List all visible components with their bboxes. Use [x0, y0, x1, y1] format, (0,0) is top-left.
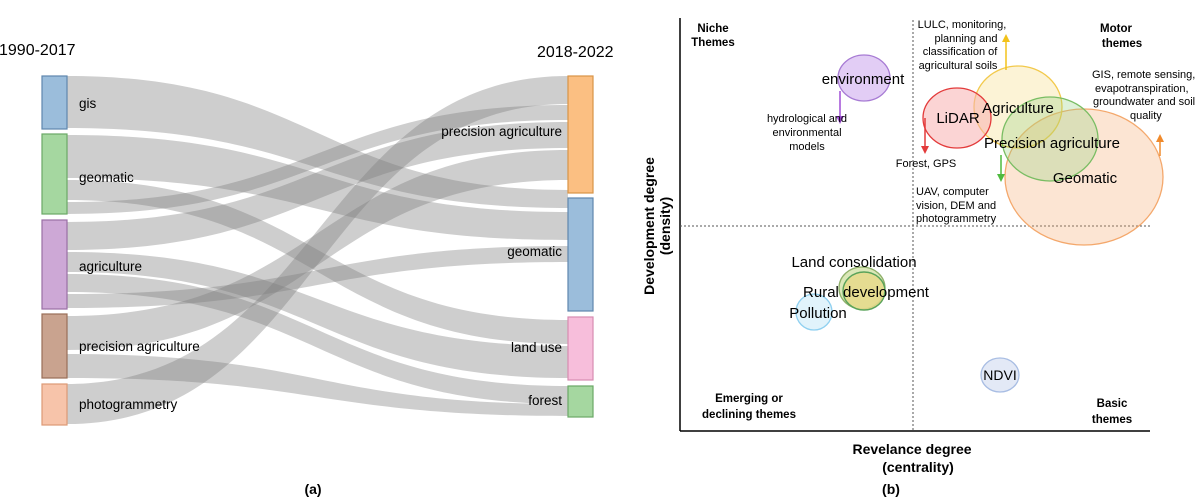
- left-label-geomatic: geomatic: [79, 170, 134, 185]
- annotation-agri-4: agricultural soils: [919, 60, 998, 72]
- theme-label-agriculture: Agriculture: [982, 100, 1054, 117]
- flow-agriculture-forest: [67, 274, 568, 404]
- left-node-precision-agriculture: [41, 313, 68, 379]
- x-axis-label-2: (centrality): [882, 459, 954, 475]
- bubble-lidar: [922, 87, 992, 149]
- x-axis-label-1: Revelance degree: [852, 441, 971, 457]
- left-label-precision-agriculture: precision agriculture: [79, 339, 200, 354]
- flow-agriculture-geomatic: [67, 246, 568, 308]
- quadrant-niche-1: Niche: [697, 23, 728, 35]
- left-node-agriculture: [41, 219, 68, 310]
- annotation-geo-3: groundwater and soil: [1093, 96, 1195, 108]
- strategic-panel: Development degree (density) Revelance d…: [641, 18, 1195, 497]
- annotation-geo-4: quality: [1130, 110, 1162, 122]
- quadrant-niche-2: Themes: [691, 37, 734, 49]
- quadrant-motor-2: themes: [1102, 38, 1142, 50]
- annotation-agri-1: LULC, monitoring,: [918, 19, 1007, 31]
- y-axis-label-2: (density): [657, 197, 673, 255]
- left-label-photogrammetry: photogrammetry: [79, 397, 178, 412]
- arrow-agriculture-up-head: [1002, 34, 1010, 42]
- flow-photogrammetry-precision: [67, 76, 568, 424]
- right-label-precision-agriculture: precision agriculture: [441, 124, 562, 139]
- flow-agriculture-precision: [67, 122, 568, 250]
- right-label-geomatic: geomatic: [507, 244, 562, 259]
- flow-geomatic-landuse: [67, 180, 568, 344]
- left-node-geomatic: [41, 133, 68, 215]
- annotation-prec-1: UAV, computer: [916, 186, 989, 198]
- flow-geomatic-precision: [67, 105, 568, 214]
- quadrant-emerging-2: declining themes: [702, 409, 796, 421]
- left-node-photogrammetry: [41, 383, 68, 426]
- bubble-pollution: [795, 293, 833, 331]
- annotation-agri-2: planning and: [934, 33, 997, 45]
- period-right-label: 2018-2022: [537, 44, 614, 61]
- sankey-flows: [67, 76, 568, 424]
- annotation-geo-1: GIS, remote sensing,: [1092, 69, 1195, 81]
- flow-precision-forest: [67, 354, 568, 416]
- left-label-gis: gis: [79, 96, 97, 111]
- right-label-forest: forest: [528, 393, 562, 408]
- left-label-agriculture: agriculture: [79, 259, 142, 274]
- annotation-agri-3: classification of: [923, 46, 999, 58]
- period-left-label: 1990-2017: [0, 42, 76, 59]
- sankey-panel: 1990-2017 2018-2022 gis geomatic agricul…: [0, 42, 614, 497]
- annotation-lidar-1: Forest, GPS: [896, 158, 957, 170]
- left-node-gis: [41, 75, 68, 130]
- bubble-precision-agriculture: [1001, 96, 1099, 182]
- arrow-geomatic-up-head: [1156, 134, 1164, 142]
- theme-label-land-consolidation: Land consolidation: [791, 254, 916, 271]
- quadrant-basic-1: Basic: [1097, 398, 1128, 410]
- theme-label-rural-development: Rural development: [803, 284, 930, 301]
- caption-a: (a): [304, 481, 321, 497]
- flow-agriculture-landuse: [67, 252, 568, 378]
- quadrant-basic-2: themes: [1092, 414, 1132, 426]
- flow-precision-precision: [67, 150, 568, 350]
- right-node-precision-agriculture: [567, 75, 594, 194]
- annotation-env-3: models: [789, 141, 825, 153]
- theme-label-precision-agriculture: Precision agriculture: [984, 135, 1120, 152]
- quadrant-emerging-1: Emerging or: [715, 393, 783, 405]
- quadrant-motor-1: Motor: [1100, 23, 1132, 35]
- theme-label-ndvi: NDVI: [983, 367, 1016, 383]
- y-axis-label-1: Development degree: [641, 157, 657, 295]
- bubble-environment: [837, 54, 891, 102]
- right-label-land-use: land use: [511, 340, 562, 355]
- annotation-prec-2: vision, DEM and: [916, 200, 996, 212]
- annotation-env-2: environmental: [772, 127, 841, 139]
- right-node-forest: [567, 385, 594, 418]
- arrow-lidar-down-head: [921, 146, 929, 154]
- theme-label-pollution: Pollution: [789, 305, 847, 322]
- theme-label-environment: environment: [822, 71, 905, 88]
- right-node-geomatic: [567, 197, 594, 312]
- right-node-land-use: [567, 316, 594, 381]
- bubble-ndvi: [980, 357, 1020, 393]
- caption-b: (b): [882, 481, 900, 497]
- theme-label-lidar: LiDAR: [936, 110, 980, 127]
- arrow-environment-down-head: [836, 116, 844, 124]
- annotation-arrows: [836, 34, 1164, 182]
- annotation-geo-2: evapotranspiration,: [1095, 83, 1189, 95]
- bubble-rural-development: [842, 271, 886, 311]
- arrow-precision-down-head: [997, 174, 1005, 182]
- theme-label-geomatic: Geomatic: [1053, 170, 1118, 187]
- flow-gis-geomatic: [67, 76, 568, 208]
- flow-geomatic-geomatic: [67, 135, 568, 240]
- annotation-env-1: hydrological and: [767, 113, 847, 125]
- annotation-prec-3: photogrammetry: [916, 213, 997, 225]
